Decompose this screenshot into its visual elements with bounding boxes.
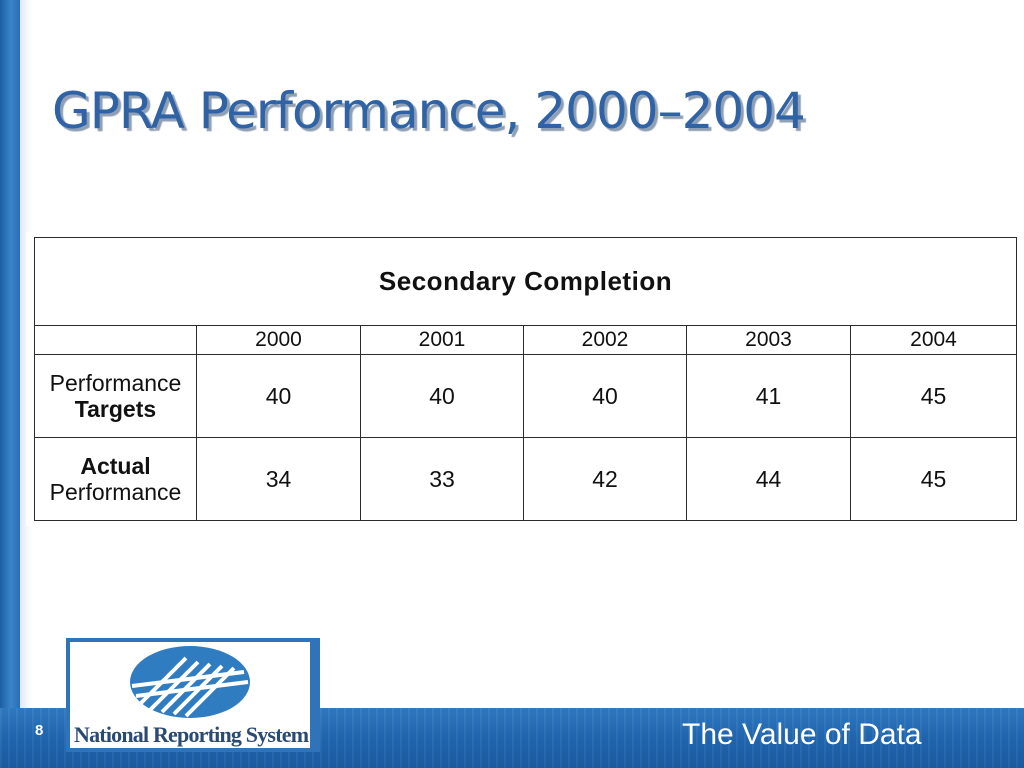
logo-text: National Reporting System — [74, 722, 309, 747]
nrs-logo-icon — [130, 646, 250, 718]
row-label-part: Targets — [74, 396, 157, 422]
year-header: 2003 — [686, 325, 851, 355]
year-header-row: 2000 2001 2002 2003 2004 — [34, 325, 1017, 355]
row-label-part: Actual — [80, 453, 151, 479]
targets-row: Performance Targets 40 40 40 41 45 — [34, 354, 1017, 438]
actual-value: 33 — [360, 437, 524, 521]
footer-tagline: The Value of Data — [682, 718, 922, 751]
year-header: 2001 — [360, 325, 524, 355]
data-table: Secondary Completion 2000 2001 2002 2003… — [34, 237, 1017, 521]
table-caption-row: Secondary Completion — [34, 237, 1017, 326]
row-label-targets: Performance Targets — [34, 354, 197, 438]
actual-value: 44 — [686, 437, 851, 521]
target-value: 40 — [360, 354, 524, 438]
logo-box: National Reporting System — [66, 638, 320, 752]
logo-inner: National Reporting System — [70, 642, 310, 748]
row-label-part: Performance — [49, 479, 182, 505]
table-title: Secondary Completion — [34, 237, 1017, 326]
slide-title: GPRA Performance, 2000–2004 — [52, 82, 806, 140]
actual-value: 42 — [523, 437, 687, 521]
page-number: 8 — [35, 722, 44, 739]
corner-cell — [34, 325, 197, 355]
target-value: 40 — [523, 354, 687, 438]
sidebar-stripe — [0, 0, 20, 768]
year-header: 2004 — [850, 325, 1017, 355]
year-header: 2002 — [523, 325, 687, 355]
actual-value: 34 — [196, 437, 361, 521]
table-panel: Secondary Completion 2000 2001 2002 2003… — [26, 232, 1020, 526]
year-header: 2000 — [196, 325, 361, 355]
row-label-part: Performance — [49, 370, 182, 396]
target-value: 45 — [850, 354, 1017, 438]
actual-row: Actual Performance 34 33 42 44 45 — [34, 437, 1017, 521]
row-label-actual: Actual Performance — [34, 437, 197, 521]
target-value: 40 — [196, 354, 361, 438]
actual-value: 45 — [850, 437, 1017, 521]
target-value: 41 — [686, 354, 851, 438]
